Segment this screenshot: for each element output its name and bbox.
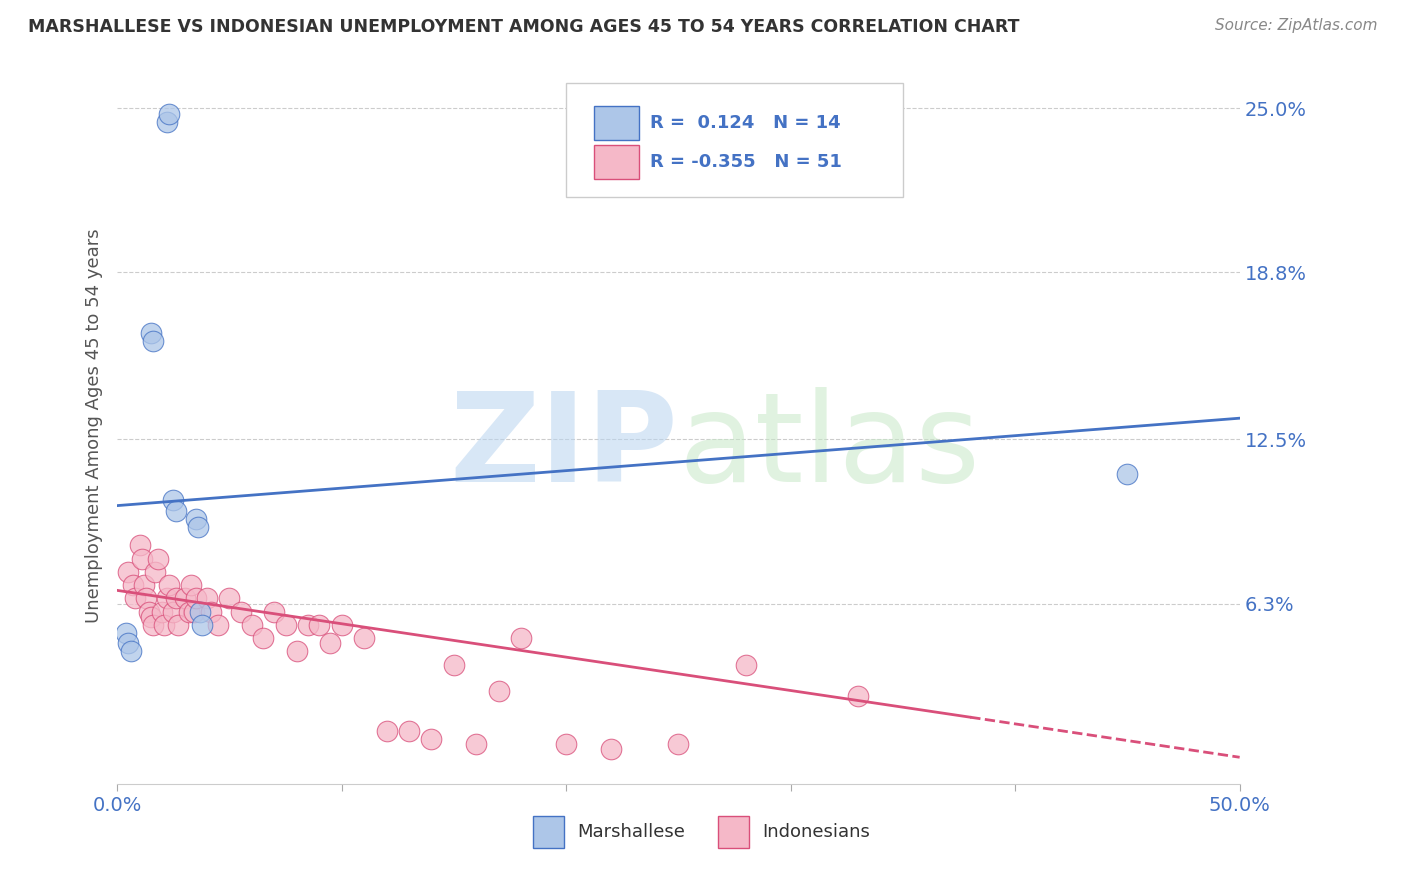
Point xyxy=(117,565,139,579)
Point xyxy=(131,551,153,566)
Point xyxy=(846,690,869,704)
Text: Indonesians: Indonesians xyxy=(762,823,870,841)
Point xyxy=(115,625,138,640)
Point xyxy=(162,605,184,619)
Point xyxy=(510,631,533,645)
Point xyxy=(155,591,177,606)
Point xyxy=(308,617,330,632)
Point xyxy=(180,578,202,592)
Text: Marshallese: Marshallese xyxy=(578,823,685,841)
Point xyxy=(162,493,184,508)
Point xyxy=(120,644,142,658)
Point xyxy=(128,538,150,552)
Point xyxy=(155,114,177,128)
Point xyxy=(191,617,214,632)
Point xyxy=(443,657,465,672)
Point xyxy=(229,605,252,619)
Point xyxy=(285,644,308,658)
Text: atlas: atlas xyxy=(679,387,980,508)
Text: MARSHALLESE VS INDONESIAN UNEMPLOYMENT AMONG AGES 45 TO 54 YEARS CORRELATION CHA: MARSHALLESE VS INDONESIAN UNEMPLOYMENT A… xyxy=(28,18,1019,36)
Point xyxy=(146,551,169,566)
Point xyxy=(319,636,342,650)
Point xyxy=(555,737,578,751)
FancyBboxPatch shape xyxy=(595,106,640,140)
Point xyxy=(165,504,187,518)
Point xyxy=(184,591,207,606)
Point xyxy=(200,605,222,619)
Point xyxy=(420,731,443,746)
Text: Source: ZipAtlas.com: Source: ZipAtlas.com xyxy=(1215,18,1378,33)
FancyBboxPatch shape xyxy=(595,145,640,179)
Point xyxy=(142,334,165,349)
Point xyxy=(353,631,375,645)
Point xyxy=(297,617,319,632)
Point xyxy=(139,610,162,624)
Point xyxy=(122,578,145,592)
Point xyxy=(330,617,353,632)
Point xyxy=(263,605,285,619)
Point xyxy=(183,605,205,619)
Text: ZIP: ZIP xyxy=(450,387,679,508)
Point xyxy=(157,578,180,592)
Point xyxy=(375,723,398,738)
Point xyxy=(600,742,623,756)
Point xyxy=(465,737,488,751)
Point xyxy=(139,326,162,341)
Point xyxy=(668,737,690,751)
Point xyxy=(240,617,263,632)
Point xyxy=(143,565,166,579)
Point xyxy=(734,657,756,672)
Point xyxy=(165,591,187,606)
Point xyxy=(177,605,200,619)
Point xyxy=(207,617,229,632)
Point xyxy=(274,617,297,632)
Point xyxy=(157,106,180,120)
Y-axis label: Unemployment Among Ages 45 to 54 years: Unemployment Among Ages 45 to 54 years xyxy=(86,229,103,624)
Point xyxy=(488,684,510,698)
Point xyxy=(184,512,207,526)
Point xyxy=(153,617,176,632)
Point xyxy=(135,591,157,606)
Point xyxy=(138,605,160,619)
Point xyxy=(188,605,211,619)
Point xyxy=(117,636,139,650)
Point xyxy=(173,591,195,606)
FancyBboxPatch shape xyxy=(717,816,749,848)
Point xyxy=(398,723,420,738)
Point xyxy=(195,591,218,606)
Point xyxy=(124,591,146,606)
Point xyxy=(150,605,173,619)
Text: R =  0.124   N = 14: R = 0.124 N = 14 xyxy=(651,114,841,132)
Point xyxy=(252,631,274,645)
Point xyxy=(134,578,156,592)
FancyBboxPatch shape xyxy=(567,83,903,197)
Point xyxy=(166,617,188,632)
Point xyxy=(218,591,240,606)
Point xyxy=(142,617,165,632)
Point xyxy=(187,520,209,534)
Text: R = -0.355   N = 51: R = -0.355 N = 51 xyxy=(651,153,842,171)
Point xyxy=(1116,467,1139,481)
FancyBboxPatch shape xyxy=(533,816,564,848)
